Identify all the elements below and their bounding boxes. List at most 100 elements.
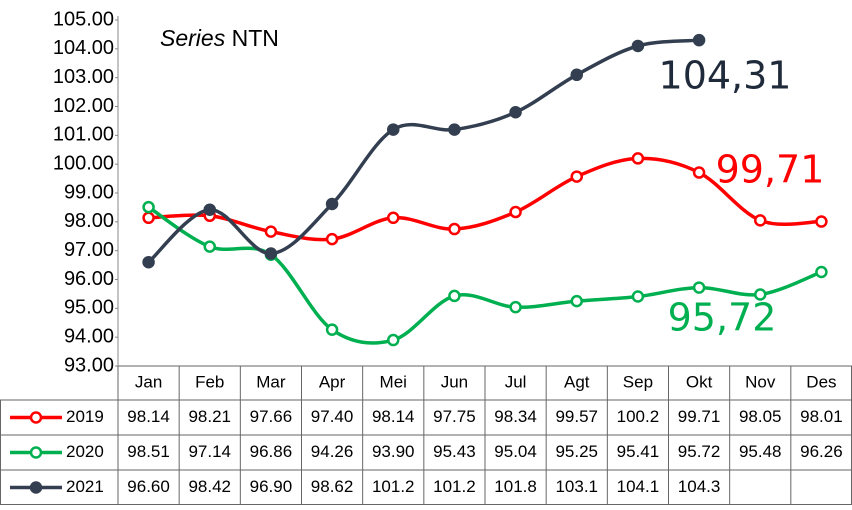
table-value: 101.2	[433, 477, 476, 496]
x-tick-label: Sep	[623, 372, 653, 391]
point	[692, 33, 706, 47]
table-value: 97.40	[311, 407, 354, 426]
table-value: 96.86	[250, 442, 293, 461]
table-value: 96.90	[250, 477, 293, 496]
x-tick-label: Feb	[195, 372, 224, 391]
point	[754, 288, 767, 301]
table-value: 96.60	[127, 477, 170, 496]
annotation: 95,72	[668, 296, 777, 340]
point	[142, 255, 155, 269]
table-value: 101.8	[494, 477, 537, 496]
title-italic: Series	[160, 25, 226, 51]
point	[387, 333, 400, 347]
table-value: 95.25	[555, 442, 598, 461]
table-value: 98.14	[127, 407, 170, 426]
chart-title: Series NTN	[160, 25, 279, 51]
y-tick-label: 94.00	[64, 325, 114, 347]
point	[631, 290, 645, 303]
point	[264, 225, 278, 238]
y-tick-label: 100.00	[53, 152, 114, 174]
x-tick-label: Mar	[256, 372, 286, 391]
table-value: 104.1	[617, 477, 660, 496]
x-tick-label: Nov	[745, 372, 776, 391]
legend-label: 2021	[66, 477, 104, 496]
table-value: 97.66	[250, 407, 293, 426]
y-tick-label: 96.00	[64, 268, 114, 290]
table-value: 95.48	[739, 442, 782, 461]
table-value: 93.90	[372, 442, 415, 461]
series-line	[147, 38, 700, 264]
y-tick-label: 99.00	[64, 181, 114, 203]
table-value: 95.04	[494, 442, 537, 461]
legend-label: 2019	[66, 407, 104, 426]
table-value: 98.14	[372, 407, 415, 426]
table-value: 98.05	[739, 407, 782, 426]
table-value: 100.2	[617, 407, 660, 426]
table-value: 101.2	[372, 477, 415, 496]
point	[264, 247, 278, 260]
table-value: 94.26	[311, 442, 354, 461]
annotation: 104,31	[659, 54, 792, 98]
table-value: 98.42	[188, 477, 231, 496]
table-value: 98.62	[311, 477, 354, 496]
point	[387, 123, 400, 136]
table-value: 98.34	[494, 407, 537, 426]
title-rest: NTN	[232, 25, 279, 51]
y-tick-label: 93.00	[64, 354, 114, 376]
x-tick-label: Mei	[380, 372, 407, 391]
y-tick-label: 102.00	[53, 95, 114, 117]
x-tick-label: Jun	[441, 372, 468, 391]
x-tick-label: Agt	[564, 372, 590, 391]
point	[448, 222, 461, 236]
point	[570, 68, 583, 82]
y-tick-label: 104.00	[53, 37, 114, 59]
point	[325, 197, 339, 211]
y-tick-label: 95.00	[64, 297, 114, 319]
legend-marker	[29, 481, 43, 494]
point	[631, 39, 645, 53]
table-value: 104.3	[678, 477, 721, 496]
y-tick-label: 98.00	[64, 210, 114, 232]
x-tick-label: Jul	[505, 372, 527, 391]
point	[570, 294, 583, 308]
point	[203, 203, 216, 216]
x-tick-label: Jan	[135, 372, 162, 391]
point	[325, 323, 339, 336]
point	[509, 106, 522, 119]
point	[692, 281, 706, 294]
table-value: 95.41	[617, 442, 660, 461]
table-value: 96.26	[800, 442, 843, 461]
point	[815, 215, 828, 228]
point	[142, 211, 155, 225]
point	[448, 123, 461, 136]
point	[815, 265, 828, 279]
x-tick-label: Okt	[686, 372, 713, 391]
point	[509, 300, 522, 314]
table-value: 98.01	[800, 407, 843, 426]
point	[754, 214, 767, 227]
table-value: 99.57	[555, 407, 598, 426]
legend-marker	[29, 446, 43, 459]
y-tick-label: 101.00	[53, 124, 114, 146]
point	[509, 205, 522, 219]
point	[325, 232, 339, 246]
table-value: 103.1	[555, 477, 598, 496]
y-tick-label: 97.00	[64, 239, 114, 261]
x-tick-label: Des	[806, 372, 836, 391]
y-tick-label: 103.00	[53, 66, 114, 88]
x-tick-label: Apr	[319, 372, 346, 391]
y-tick-label: 105.00	[53, 8, 114, 30]
table-value: 95.43	[433, 442, 476, 461]
point	[203, 240, 216, 253]
annotation: 99,71	[716, 148, 825, 192]
legend-marker	[29, 411, 43, 424]
point	[387, 211, 400, 225]
table-value: 97.14	[188, 442, 231, 461]
table-value: 95.72	[678, 442, 721, 461]
point	[631, 152, 645, 165]
legend-label: 2020	[66, 442, 104, 461]
table-value: 97.75	[433, 407, 476, 426]
table-value: 99.71	[678, 407, 721, 426]
table-value: 98.51	[127, 442, 170, 461]
